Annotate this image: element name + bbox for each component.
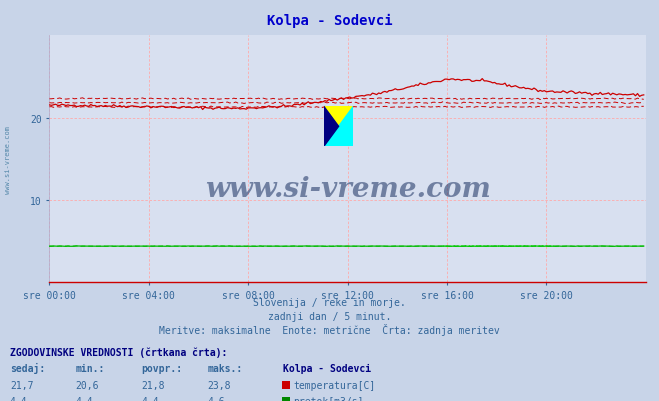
Text: Kolpa - Sodevci: Kolpa - Sodevci <box>283 363 372 373</box>
Polygon shape <box>324 107 353 147</box>
Text: 4,4: 4,4 <box>142 396 159 401</box>
Polygon shape <box>324 107 353 147</box>
Text: povpr.:: povpr.: <box>142 363 183 373</box>
Text: sedaj:: sedaj: <box>10 362 45 373</box>
Text: www.si-vreme.com: www.si-vreme.com <box>205 176 490 203</box>
Text: min.:: min.: <box>76 363 105 373</box>
Text: pretok[m3/s]: pretok[m3/s] <box>293 396 364 401</box>
Text: 20,6: 20,6 <box>76 380 100 390</box>
Text: temperatura[C]: temperatura[C] <box>293 380 376 390</box>
Text: 23,8: 23,8 <box>208 380 231 390</box>
Polygon shape <box>324 107 339 147</box>
Text: 4,4: 4,4 <box>10 396 28 401</box>
Text: 4,4: 4,4 <box>76 396 94 401</box>
Text: Slovenija / reke in morje.: Slovenija / reke in morje. <box>253 297 406 307</box>
Text: Kolpa - Sodevci: Kolpa - Sodevci <box>267 14 392 28</box>
Text: Meritve: maksimalne  Enote: metrične  Črta: zadnja meritev: Meritve: maksimalne Enote: metrične Črta… <box>159 323 500 335</box>
Text: 4,6: 4,6 <box>208 396 225 401</box>
Text: 21,7: 21,7 <box>10 380 34 390</box>
Text: 21,8: 21,8 <box>142 380 165 390</box>
Text: zadnji dan / 5 minut.: zadnji dan / 5 minut. <box>268 311 391 321</box>
Text: www.si-vreme.com: www.si-vreme.com <box>5 126 11 193</box>
Text: ZGODOVINSKE VREDNOSTI (črtkana črta):: ZGODOVINSKE VREDNOSTI (črtkana črta): <box>10 346 227 357</box>
Text: maks.:: maks.: <box>208 363 243 373</box>
